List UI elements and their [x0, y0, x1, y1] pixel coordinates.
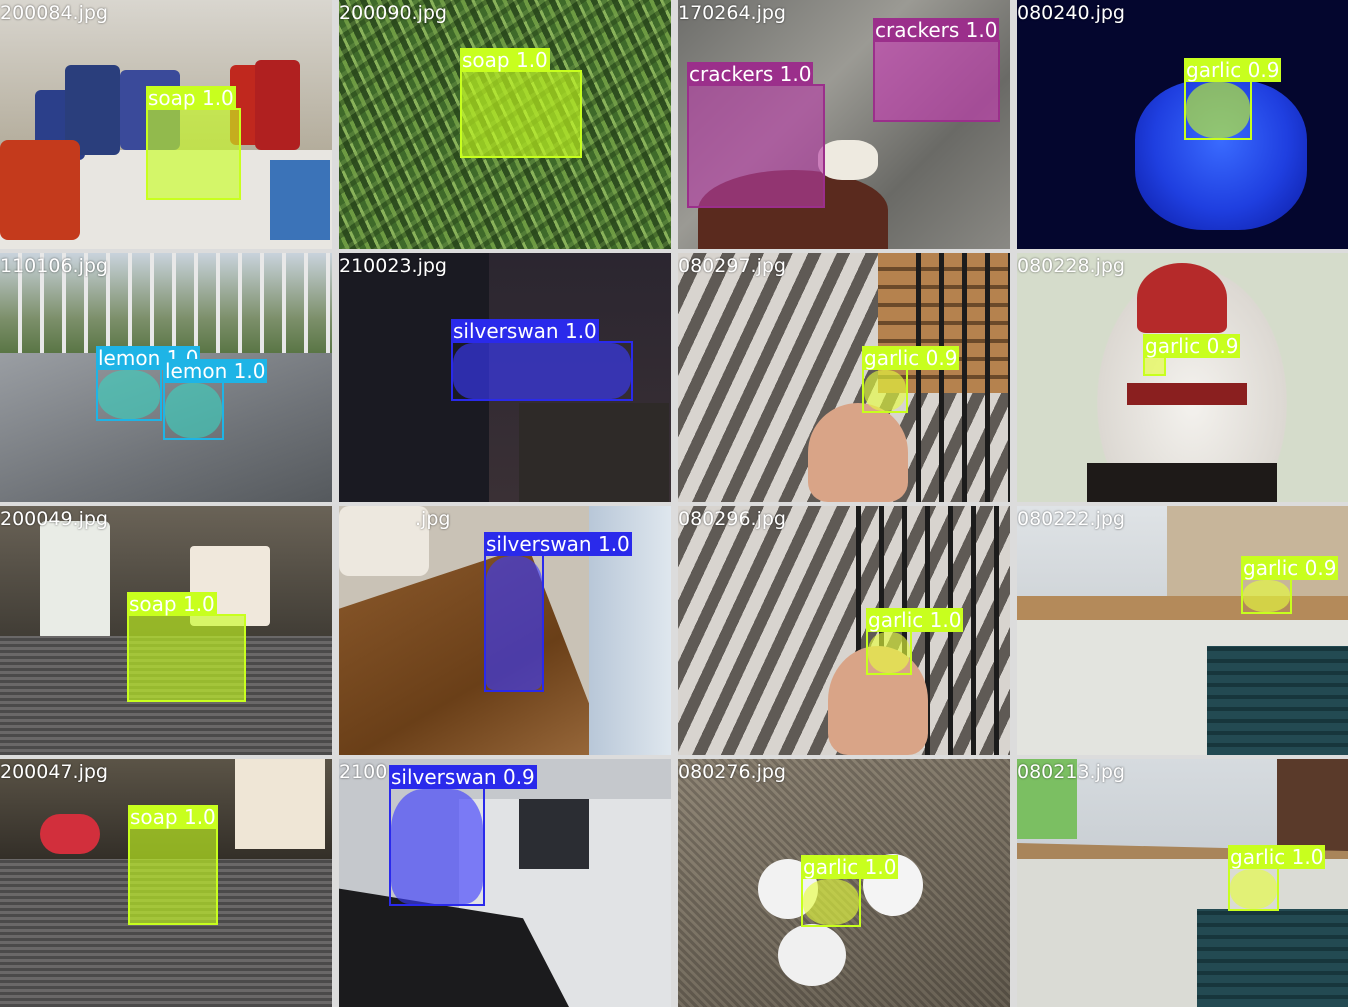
filename-label: 200047.jpg [0, 761, 108, 783]
tile-200049: 200049.jpg soap 1.0 [0, 506, 332, 755]
detection-label: soap 1.0 [128, 805, 218, 829]
detection-box: crackers 1.0 [873, 18, 1000, 122]
filename-label: 080222.jpg [1017, 508, 1125, 530]
detection-label: silverswan 0.9 [389, 765, 537, 789]
detection-box: silverswan 1.0 [484, 532, 632, 692]
tile-2100: 2100 silverswan 0.9 [339, 759, 671, 1007]
detection-label: silverswan 1.0 [484, 532, 632, 556]
detection-box: garlic 0.9 [1184, 58, 1282, 140]
tile-200084: 200084.jpg soap 1.0 [0, 0, 332, 249]
detection-box: garlic 0.9 [1143, 334, 1241, 376]
filename-label: 210023.jpg [339, 255, 447, 277]
detection-label: soap 1.0 [127, 592, 217, 616]
detection-box: lemon 1.0 [96, 346, 201, 421]
detection-box: garlic 0.9 [1241, 556, 1339, 614]
detection-label: garlic 1.0 [801, 855, 899, 879]
filename-label: 080228.jpg [1017, 255, 1125, 277]
detection-label: lemon 1.0 [96, 346, 201, 370]
filename-label: 080296.jpg [678, 508, 786, 530]
tile-210023: 210023.jpg silverswan 1.0 [339, 253, 671, 502]
filename-label: 200084.jpg [0, 2, 108, 24]
tile-170264: 170264.jpg crackers 1.0 crackers 1.0 [678, 0, 1010, 249]
detection-label: garlic 0.9 [862, 346, 960, 370]
detection-box: garlic 1.0 [801, 855, 899, 927]
tile-080213: 080213.jpg garlic 1.0 [1017, 759, 1348, 1007]
filename-label: 080297.jpg [678, 255, 786, 277]
detection-label: crackers 1.0 [687, 62, 814, 86]
detection-label: soap 1.0 [460, 48, 550, 72]
detection-box: garlic 1.0 [1228, 845, 1326, 911]
detection-box: crackers 1.0 [687, 62, 825, 208]
detection-box: silverswan 0.9 [389, 765, 537, 906]
detection-box: garlic 0.9 [862, 346, 960, 413]
detection-box: lemon 1.0 [163, 359, 268, 440]
detection-label: garlic 0.9 [1143, 334, 1241, 358]
detection-label: silverswan 1.0 [451, 319, 599, 343]
filename-label: 080213.jpg [1017, 761, 1125, 783]
detection-box: soap 1.0 [128, 805, 218, 925]
detection-label: garlic 1.0 [866, 608, 964, 632]
tile-080276: 080276.jpg garlic 1.0 [678, 759, 1010, 1007]
detection-box: soap 1.0 [460, 48, 582, 158]
detection-label: garlic 0.9 [1241, 556, 1339, 580]
detection-box: soap 1.0 [146, 86, 241, 200]
tile-080222: 080222.jpg garlic 0.9 [1017, 506, 1348, 755]
filename-label: 080276.jpg [678, 761, 786, 783]
detection-label: soap 1.0 [146, 86, 236, 110]
detection-label: crackers 1.0 [873, 18, 1000, 42]
tile-200047: 200047.jpg soap 1.0 [0, 759, 332, 1007]
tile-080297: 080297.jpg garlic 0.9 [678, 253, 1010, 502]
filename-label: 110106.jpg [0, 255, 108, 277]
detection-box: garlic 1.0 [866, 608, 964, 675]
filename-label: .jpg [415, 508, 451, 530]
filename-label: 200049.jpg [0, 508, 108, 530]
filename-label: 200090.jpg [339, 2, 447, 24]
tile-080296: 080296.jpg garlic 1.0 [678, 506, 1010, 755]
tile-110106: 110106.jpg lemon 1.0 lemon 1.0 [0, 253, 332, 502]
tile-silverswan-table: .jpg silverswan 1.0 [339, 506, 671, 755]
detection-box: silverswan 1.0 [451, 319, 633, 401]
filename-label: 080240.jpg [1017, 2, 1125, 24]
detection-label: lemon 1.0 [163, 359, 268, 383]
filename-label: 170264.jpg [678, 2, 786, 24]
filename-label: 2100 [339, 761, 388, 783]
tile-080228: 080228.jpg garlic 0.9 [1017, 253, 1348, 502]
detection-label: garlic 0.9 [1184, 58, 1282, 82]
tile-200090: 200090.jpg soap 1.0 [339, 0, 671, 249]
detection-label: garlic 1.0 [1228, 845, 1326, 869]
tile-080240: 080240.jpg garlic 0.9 [1017, 0, 1348, 249]
detection-box: soap 1.0 [127, 592, 246, 702]
